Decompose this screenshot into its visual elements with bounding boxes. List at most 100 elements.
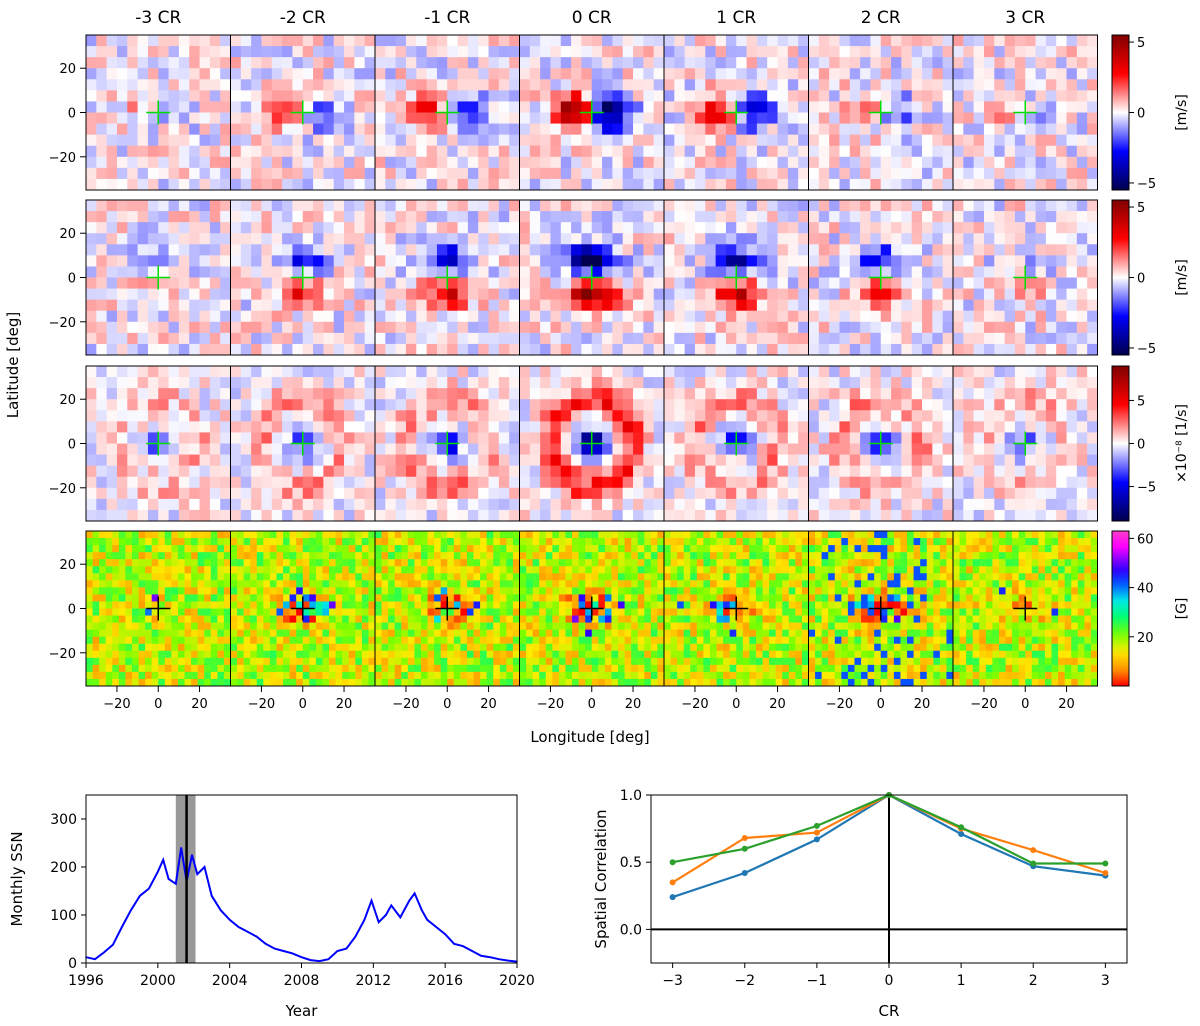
map-cell [674, 310, 686, 323]
map-cell [178, 487, 190, 500]
map-cell [354, 388, 366, 400]
map-cell [818, 399, 830, 411]
map-cell [282, 332, 294, 345]
map-cell [1076, 134, 1088, 147]
map-cell [447, 487, 459, 500]
map-cell [230, 90, 242, 103]
map-cell [1025, 145, 1037, 158]
map-cell [571, 90, 583, 103]
map-cell [263, 566, 271, 574]
map-cell [1045, 244, 1057, 256]
map-cell [261, 321, 273, 334]
map-cell [416, 211, 428, 223]
map-cell [364, 498, 375, 511]
map-cell [519, 200, 531, 212]
map-cell [385, 476, 397, 489]
map-cell [653, 35, 664, 47]
map-cell [519, 222, 531, 234]
map-cell [633, 244, 644, 256]
map-cell [177, 664, 186, 673]
map-cell [125, 608, 133, 617]
map-cell [240, 200, 252, 212]
map-cell [591, 343, 603, 355]
map-cell [282, 46, 294, 58]
map-cell [230, 244, 242, 256]
map-cell [942, 90, 953, 103]
map-cell [467, 255, 479, 268]
map-cell [591, 167, 603, 180]
map-cell [116, 277, 128, 290]
map-cell [922, 266, 933, 279]
map-cell [550, 299, 562, 312]
map-cell [261, 145, 273, 158]
map-cell [498, 310, 510, 323]
map-cell [138, 545, 146, 553]
map-cell [715, 112, 727, 125]
map-cell [223, 650, 231, 659]
map-cell [622, 443, 634, 456]
map-cell [210, 559, 218, 567]
map-cell [364, 244, 375, 256]
map-cell [498, 200, 510, 212]
map-cell [447, 509, 459, 521]
map-cell [329, 566, 337, 574]
map-cell [1056, 388, 1068, 400]
map-cell [112, 608, 120, 617]
map-cell [612, 343, 624, 355]
map-cell [808, 388, 820, 400]
map-cell [932, 167, 944, 180]
map-cell [467, 321, 479, 334]
map-cell [385, 79, 397, 91]
map-cell [158, 410, 170, 422]
map-cell [1066, 377, 1078, 389]
map-cell [1025, 498, 1037, 511]
map-cell [302, 432, 314, 445]
map-cell [839, 432, 851, 445]
map-cell [994, 432, 1006, 445]
map-cell [125, 545, 133, 553]
map-cell [1066, 222, 1078, 234]
map-cell [911, 167, 923, 180]
map-cell [220, 288, 231, 301]
map-cell [653, 123, 664, 136]
map-cell [942, 476, 953, 489]
map-cell [313, 35, 324, 47]
map-cell [405, 377, 417, 389]
map-cell [787, 178, 799, 190]
map-cell [478, 321, 490, 334]
map-cell [953, 498, 964, 511]
map-cell [746, 46, 758, 58]
map-cell [756, 222, 768, 234]
map-cell [798, 244, 809, 256]
map-cell [519, 465, 531, 478]
map-cell [137, 255, 149, 268]
map-cell [1087, 200, 1098, 212]
map-cell [973, 498, 985, 511]
map-cell [447, 90, 459, 103]
map-cell [963, 288, 975, 301]
map-cell [118, 622, 127, 631]
map-cell [313, 266, 324, 279]
map-cell [289, 531, 297, 539]
map-cell [756, 112, 768, 125]
map-cell [633, 233, 644, 245]
map-cell [145, 678, 153, 686]
map-cell [261, 399, 273, 411]
map-cell [633, 310, 644, 323]
map-cell [1056, 244, 1068, 256]
map-cell [296, 594, 304, 603]
map-cell [994, 454, 1006, 467]
map-cell [953, 432, 964, 445]
map-cell [96, 123, 108, 136]
map-cell [106, 46, 118, 58]
map-cell [798, 443, 809, 456]
map-cell [664, 366, 675, 378]
map-cell [1076, 266, 1088, 279]
map-cell [344, 388, 355, 400]
map-cell [329, 608, 337, 617]
map-cell [1025, 200, 1037, 212]
map-cell [118, 601, 127, 610]
map-cell [963, 200, 975, 212]
map-cell [550, 432, 562, 445]
map-cell [746, 388, 758, 400]
